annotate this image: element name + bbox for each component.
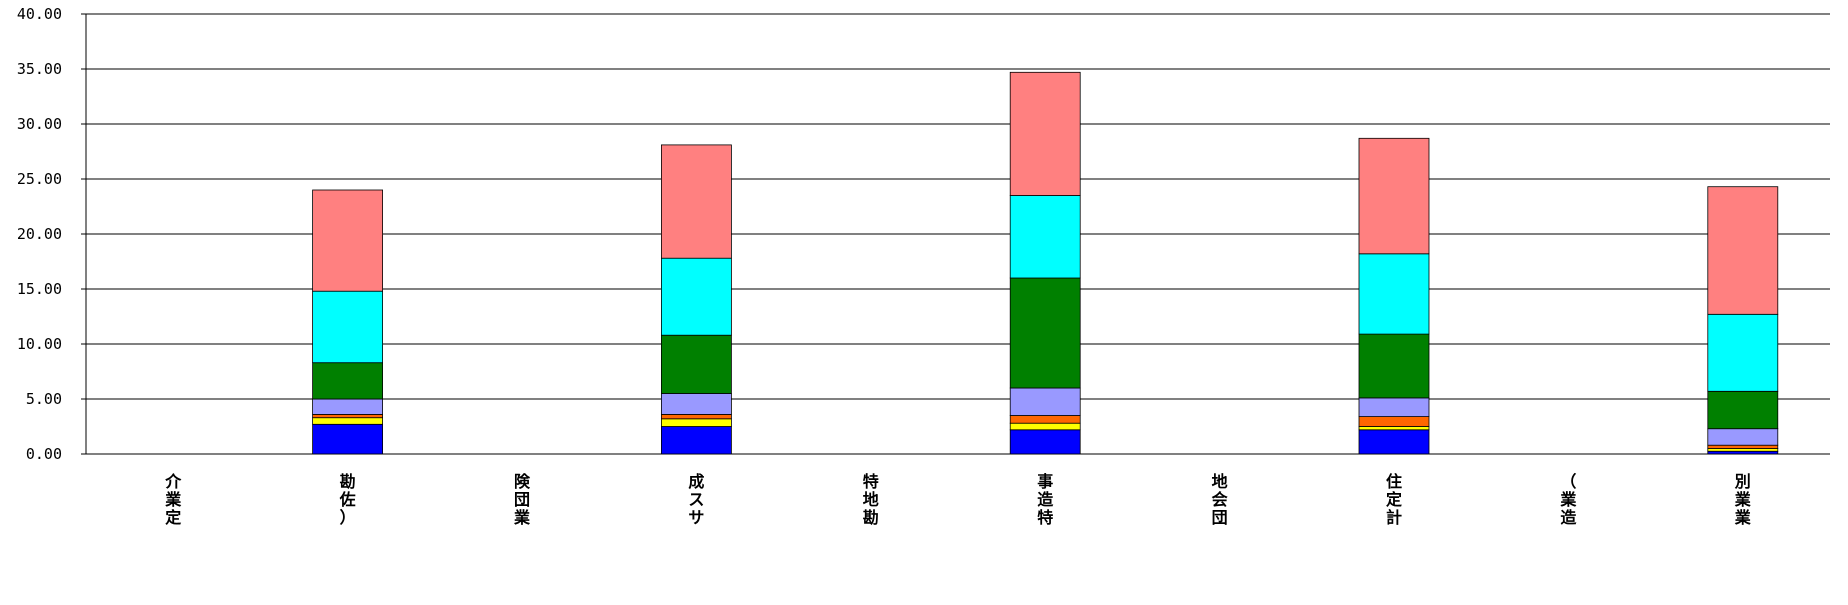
y-tick-label: 40.00 xyxy=(17,5,62,23)
bar-segment xyxy=(661,144,732,259)
bar-segment xyxy=(1707,186,1779,315)
bar-segment xyxy=(1707,428,1779,446)
bar-segment xyxy=(1009,71,1081,196)
bar-segment xyxy=(312,398,384,415)
bar-segment xyxy=(1009,429,1081,455)
x-category-label: （業造 xyxy=(1559,472,1577,527)
bar-segment xyxy=(1707,444,1779,449)
x-category-labels: 介業定 勘佐） 険団業 成スサ 特地勘 事造特 地会団 住定計 （業造 別業業 xyxy=(164,472,1752,527)
bar-segment xyxy=(1358,253,1430,335)
bar-segment xyxy=(1358,426,1430,431)
x-category-label: 勘佐） xyxy=(339,472,356,527)
bar-segment xyxy=(312,362,384,400)
bar-segment xyxy=(1009,422,1081,431)
bar-segment xyxy=(1009,387,1081,416)
bar-segment xyxy=(312,189,384,292)
bar-segment xyxy=(1009,277,1081,389)
bar-segment xyxy=(661,418,732,427)
bar-segment xyxy=(1358,333,1430,399)
bar-segment xyxy=(312,423,384,455)
bar-segment xyxy=(661,413,732,420)
y-tick-label: 30.00 xyxy=(17,115,62,133)
x-category-label: 特地勘 xyxy=(863,472,879,527)
x-category-label: 別業業 xyxy=(1734,472,1752,527)
bar-segment xyxy=(1358,416,1430,427)
bar-segment xyxy=(1009,415,1081,424)
y-tick-label: 20.00 xyxy=(17,225,62,243)
bar-segment xyxy=(1358,397,1430,417)
axes xyxy=(81,13,87,455)
bar-segment xyxy=(1358,429,1430,455)
bar-segment xyxy=(661,393,732,415)
x-category-label: 住定計 xyxy=(1385,472,1402,527)
bar-segment xyxy=(661,257,732,336)
bars xyxy=(312,71,1779,455)
bar-segment xyxy=(312,290,384,364)
bar-segment xyxy=(1707,448,1779,452)
x-category-label: 地会団 xyxy=(1212,472,1228,527)
y-tick-label: 25.00 xyxy=(17,170,62,188)
bar-segment xyxy=(1707,450,1779,455)
bar-segment xyxy=(661,426,732,455)
y-tick-labels: 0.00 5.00 10.00 15.00 20.00 25.00 30.00 35.00 40… xyxy=(17,5,62,463)
bar-segment xyxy=(1707,390,1779,430)
bar-segment xyxy=(1707,313,1779,392)
y-tick-label: 0.00 xyxy=(26,445,62,463)
x-category-label: 成スサ xyxy=(688,472,704,527)
y-tick-label: 15.00 xyxy=(17,280,62,298)
bar-segment xyxy=(661,334,732,394)
x-category-label: 介業定 xyxy=(164,472,182,527)
y-tick-label: 5.00 xyxy=(26,390,62,408)
y-tick-label: 35.00 xyxy=(17,60,62,78)
bar-segment xyxy=(312,417,384,425)
bar-segment xyxy=(1009,195,1081,279)
y-tick-label: 10.00 xyxy=(17,335,62,353)
x-category-label: 険団業 xyxy=(513,472,531,527)
bar-segment xyxy=(1358,137,1430,255)
x-category-label: 事造特 xyxy=(1037,472,1054,527)
bar-segment xyxy=(312,413,384,419)
